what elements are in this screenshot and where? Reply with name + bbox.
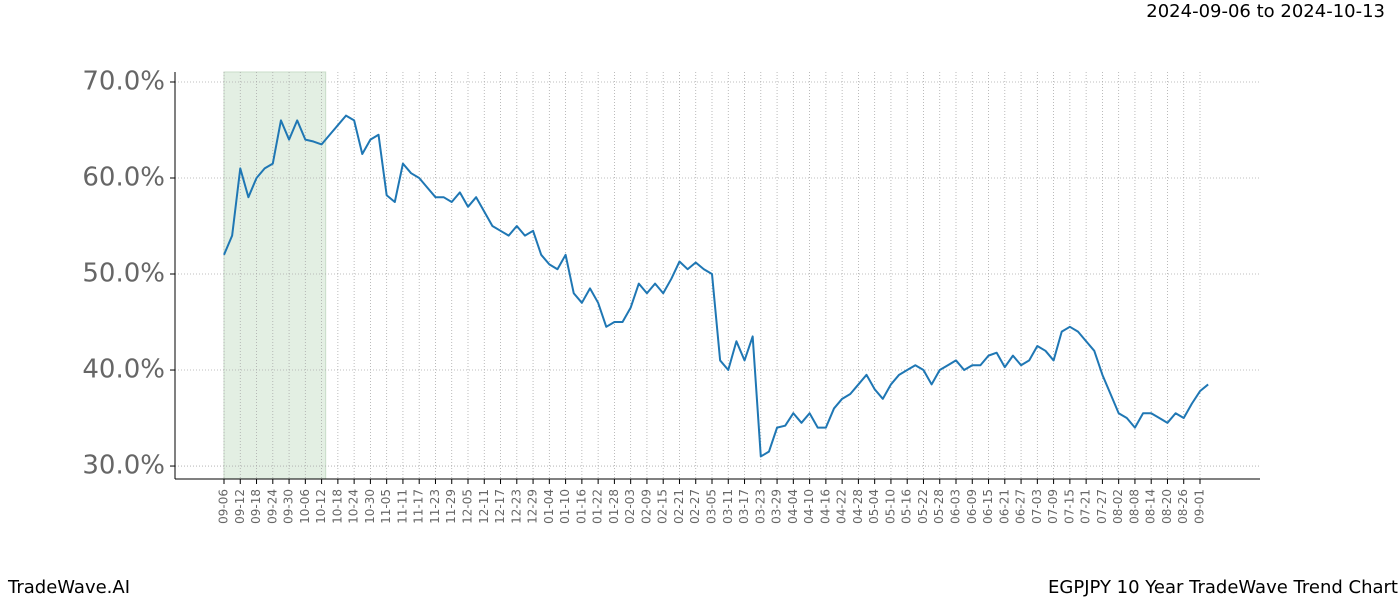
x-tick-label: 07-15 [1062, 489, 1076, 524]
y-tick-label: 70.0% [82, 66, 165, 96]
x-tick-label: 02-15 [656, 489, 670, 524]
x-tick-label: 07-21 [1079, 489, 1093, 524]
x-tick-label: 02-03 [623, 489, 637, 524]
x-tick-label: 08-02 [1111, 489, 1125, 524]
x-tick-label: 04-28 [851, 489, 865, 524]
x-tick-label: 07-03 [1030, 489, 1044, 524]
x-tick-label: 09-18 [249, 489, 263, 524]
x-tick-label: 02-09 [639, 489, 653, 524]
x-tick-label: 03-23 [753, 489, 767, 524]
x-tick-label: 06-27 [1014, 489, 1028, 524]
x-tick-label: 07-09 [1046, 489, 1060, 524]
x-tick-label: 09-01 [1193, 489, 1207, 524]
x-tick-label: 08-20 [1160, 489, 1174, 524]
x-tick-label: 10-12 [314, 489, 328, 524]
x-tick-label: 03-11 [721, 489, 735, 524]
x-tick-label: 05-04 [867, 489, 881, 524]
x-tick-label: 09-12 [233, 489, 247, 524]
x-tick-label: 11-05 [379, 489, 393, 524]
x-tick-label: 06-21 [997, 489, 1011, 524]
highlight-range [223, 71, 327, 480]
x-tick-label: 11-23 [428, 489, 442, 524]
x-tick-label: 12-05 [461, 489, 475, 524]
x-tick-label: 06-15 [981, 489, 995, 524]
x-tick-label: 01-22 [591, 489, 605, 524]
x-tick-label: 03-29 [770, 489, 784, 524]
x-tick-label: 10-06 [298, 489, 312, 524]
x-tick-label: 04-16 [818, 489, 832, 524]
y-tick-label: 60.0% [82, 162, 165, 192]
x-tick-label: 09-06 [217, 489, 231, 524]
x-tick-label: 04-10 [802, 489, 816, 524]
x-tick-label: 03-17 [737, 489, 751, 524]
y-tick-label: 30.0% [82, 451, 165, 481]
x-tick-label: 08-14 [1144, 489, 1158, 524]
y-tick-label: 50.0% [82, 259, 165, 289]
x-tick-label: 12-17 [493, 489, 507, 524]
x-tick-label: 01-10 [558, 489, 572, 524]
x-tick-label: 06-03 [949, 489, 963, 524]
x-tick-label: 05-28 [932, 489, 946, 524]
date-range: 2024-09-06 to 2024-10-13 [1146, 1, 1385, 22]
x-tick-label: 02-27 [688, 489, 702, 524]
x-tick-label: 05-10 [883, 489, 897, 524]
x-tick-label: 09-24 [265, 489, 279, 524]
x-tick-label: 04-04 [786, 489, 800, 524]
x-tick-label: 10-24 [347, 489, 361, 524]
x-tick-label: 05-22 [916, 489, 930, 524]
x-tick-label: 07-27 [1095, 489, 1109, 524]
chart-caption: EGPJPY 10 Year TradeWave Trend Chart [1048, 577, 1398, 598]
x-tick-label: 12-11 [477, 489, 491, 524]
x-tick-label: 08-26 [1176, 489, 1190, 524]
x-tick-label: 04-22 [835, 489, 849, 524]
x-tick-label: 10-18 [330, 489, 344, 524]
brand: TradeWave.AI [7, 577, 130, 598]
x-tick-label: 06-09 [965, 489, 979, 524]
x-tick-label: 01-28 [607, 489, 621, 524]
x-tick-label: 03-05 [705, 489, 719, 524]
x-tick-label: 09-30 [282, 489, 296, 524]
x-tick-label: 08-08 [1127, 489, 1141, 524]
y-tick-label: 40.0% [82, 355, 165, 385]
x-tick-label: 12-23 [509, 489, 523, 524]
x-tick-label: 11-29 [444, 489, 458, 524]
trend-line [223, 114, 1209, 458]
x-tick-label: 12-29 [526, 489, 540, 524]
x-tick-label: 10-30 [363, 489, 377, 524]
x-tick-label: 01-04 [542, 489, 556, 524]
x-tick-label: 11-17 [412, 489, 426, 524]
x-tick-label: 05-16 [900, 489, 914, 524]
x-tick-label: 01-16 [574, 489, 588, 524]
x-tick-label: 02-21 [672, 489, 686, 524]
x-tick-label: 11-11 [395, 489, 409, 524]
